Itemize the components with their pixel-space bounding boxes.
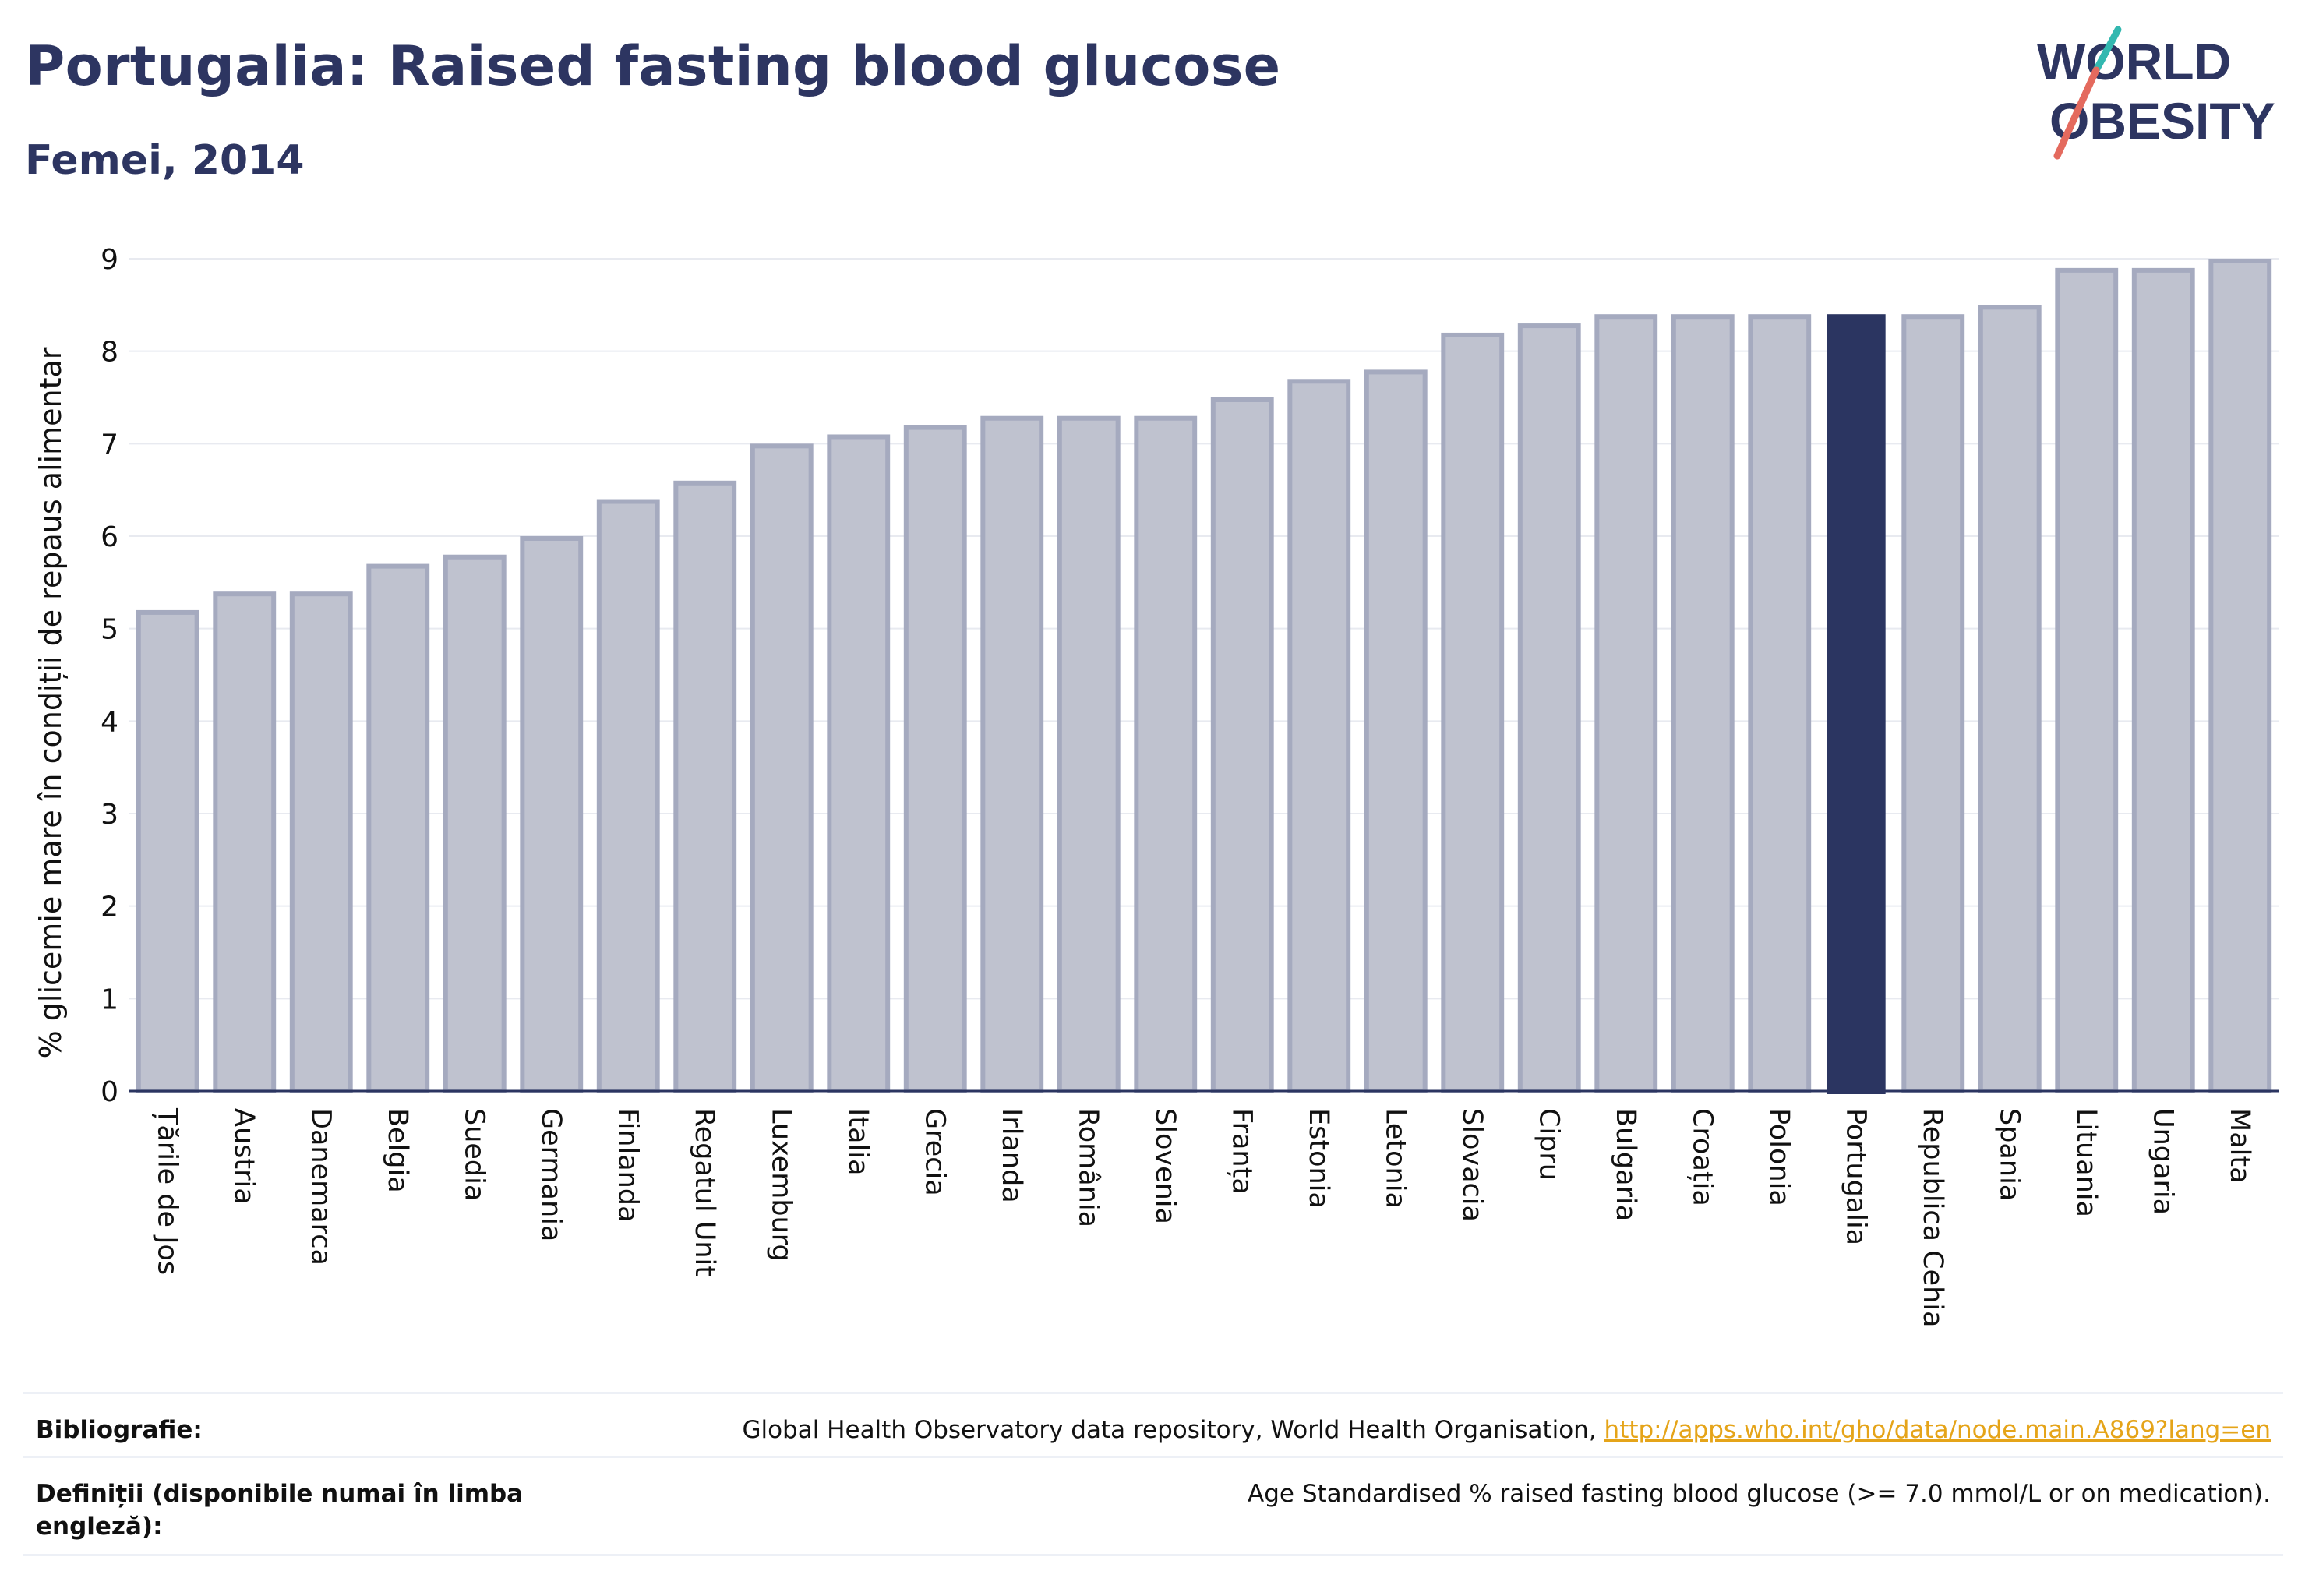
bar-estonia[interactable] <box>1287 379 1351 1093</box>
bar-republica-cehia[interactable] <box>1901 314 1965 1093</box>
logo-line1: WORLD <box>2037 33 2231 90</box>
footer-rule-middle <box>23 1456 2283 1458</box>
x-tick-label: Germania <box>535 1108 567 1241</box>
bar-bulgaria[interactable] <box>1594 314 1658 1093</box>
bar-spania[interactable] <box>1978 305 2042 1094</box>
y-tick-label: 7 <box>101 429 118 461</box>
bar-austria[interactable] <box>213 591 277 1093</box>
x-tick-label: Malta <box>2224 1108 2255 1184</box>
bar-slovenia[interactable] <box>1134 415 1198 1093</box>
y-tick-label: 2 <box>101 892 118 923</box>
y-tick-label: 5 <box>101 614 118 646</box>
x-tick-label: Țările de Jos <box>151 1107 182 1275</box>
x-tick-label: Franța <box>1226 1108 1257 1195</box>
x-tick-label: Bulgaria <box>1610 1108 1641 1221</box>
footer-rule-top <box>23 1392 2283 1394</box>
x-tick-label: Irlanda <box>996 1108 1027 1203</box>
chart-title: Portugalia: Raised fasting blood glucose <box>25 34 1281 98</box>
x-tick-label: Lituania <box>2070 1108 2102 1217</box>
bar-belgia[interactable] <box>366 563 430 1093</box>
axes: 0 1 2 3 4 5 6 7 8 9 Țările de Jos Austria Danemarca B… <box>101 244 2279 1328</box>
bar-grecia[interactable] <box>903 425 967 1093</box>
x-tick-label: Finlanda <box>612 1108 643 1223</box>
footer-rule-bottom <box>23 1554 2283 1556</box>
bar-letonia[interactable] <box>1364 369 1428 1093</box>
x-tick-label: Cipru <box>1533 1108 1564 1181</box>
y-tick-label: 9 <box>101 244 118 276</box>
bar-luxemburg[interactable] <box>750 443 814 1093</box>
x-tick-label: Slovacia <box>1456 1108 1488 1222</box>
x-tick-label: Luxemburg <box>765 1108 796 1262</box>
definitions-text: Age Standardised % raised fasting blood … <box>1248 1480 2271 1508</box>
x-tick-label: Grecia <box>919 1108 950 1196</box>
x-tick-label: Portugalia <box>1840 1108 1871 1245</box>
bar-danemarca[interactable] <box>289 591 353 1093</box>
bar-ungaria[interactable] <box>2131 267 2195 1093</box>
x-tick-label: Letonia <box>1379 1108 1410 1209</box>
y-tick-label: 8 <box>101 337 118 369</box>
logo-line2: OBESITY <box>2049 92 2275 150</box>
y-tick-label: 3 <box>101 799 118 831</box>
x-tick-label: Austria <box>228 1108 259 1205</box>
bar-finlanda[interactable] <box>596 499 660 1093</box>
x-tick-label: Spania <box>1993 1108 2024 1201</box>
x-tick-label: Regatul Unit <box>689 1108 720 1276</box>
bibliography-text: Global Health Observatory data repositor… <box>742 1414 2271 1446</box>
x-tick-label: Danemarca <box>305 1108 336 1266</box>
x-tick-label: Italia <box>842 1108 874 1175</box>
bar-suedia[interactable] <box>443 554 507 1093</box>
bar-țările-de-jos[interactable] <box>136 609 199 1093</box>
x-tick-label: Polonia <box>1763 1108 1795 1206</box>
bar-regatul-unit[interactable] <box>673 480 737 1093</box>
bar-chart: 0 1 2 3 4 5 6 7 8 9 Țările de Jos Austria Danemarca B… <box>34 244 2279 1328</box>
world-obesity-logo: WORLD OBESITY <box>2037 26 2275 160</box>
y-axis-label: % glicemie mare în condiții de repaus al… <box>34 347 68 1058</box>
x-tick-label: Croația <box>1686 1108 1717 1206</box>
y-tick-label: 0 <box>101 1076 118 1108</box>
bar-românia[interactable] <box>1057 415 1121 1093</box>
bibliography-source: Global Health Observatory data repositor… <box>742 1416 1604 1444</box>
bar-italia[interactable] <box>827 434 891 1093</box>
y-tick-label: 4 <box>101 706 118 738</box>
x-tick-label: România <box>1072 1108 1103 1227</box>
bar-croația[interactable] <box>1671 314 1735 1093</box>
x-tick-label: Belgia <box>382 1108 413 1193</box>
bar-irlanda[interactable] <box>980 415 1044 1093</box>
bar-slovacia[interactable] <box>1441 332 1505 1093</box>
bar-malta[interactable] <box>2208 259 2272 1093</box>
bars <box>136 259 2272 1094</box>
bibliography-link[interactable]: http://apps.who.int/gho/data/node.main.A… <box>1604 1416 2271 1444</box>
bar-polonia[interactable] <box>1748 314 1812 1093</box>
x-tick-label: Slovenia <box>1149 1108 1181 1224</box>
bibliography-label: Bibliografie: <box>36 1416 203 1444</box>
y-tick-label: 1 <box>101 983 118 1015</box>
bar-cipru[interactable] <box>1517 323 1581 1094</box>
y-tick-label: 6 <box>101 521 118 553</box>
x-tick-label: Suedia <box>458 1108 489 1201</box>
chart-subtitle: Femei, 2014 <box>25 137 305 184</box>
bar-franța[interactable] <box>1210 397 1274 1093</box>
x-tick-label: Ungaria <box>2147 1108 2178 1215</box>
bar-germania[interactable] <box>520 536 584 1093</box>
x-tick-label: Republica Cehia <box>1917 1108 1948 1328</box>
bar-portugalia[interactable] <box>1827 314 1886 1094</box>
x-tick-label: Estonia <box>1303 1108 1334 1209</box>
bar-lituania[interactable] <box>2055 267 2119 1093</box>
definitions-label: Definiții (disponibile numai în limba en… <box>36 1480 524 1541</box>
